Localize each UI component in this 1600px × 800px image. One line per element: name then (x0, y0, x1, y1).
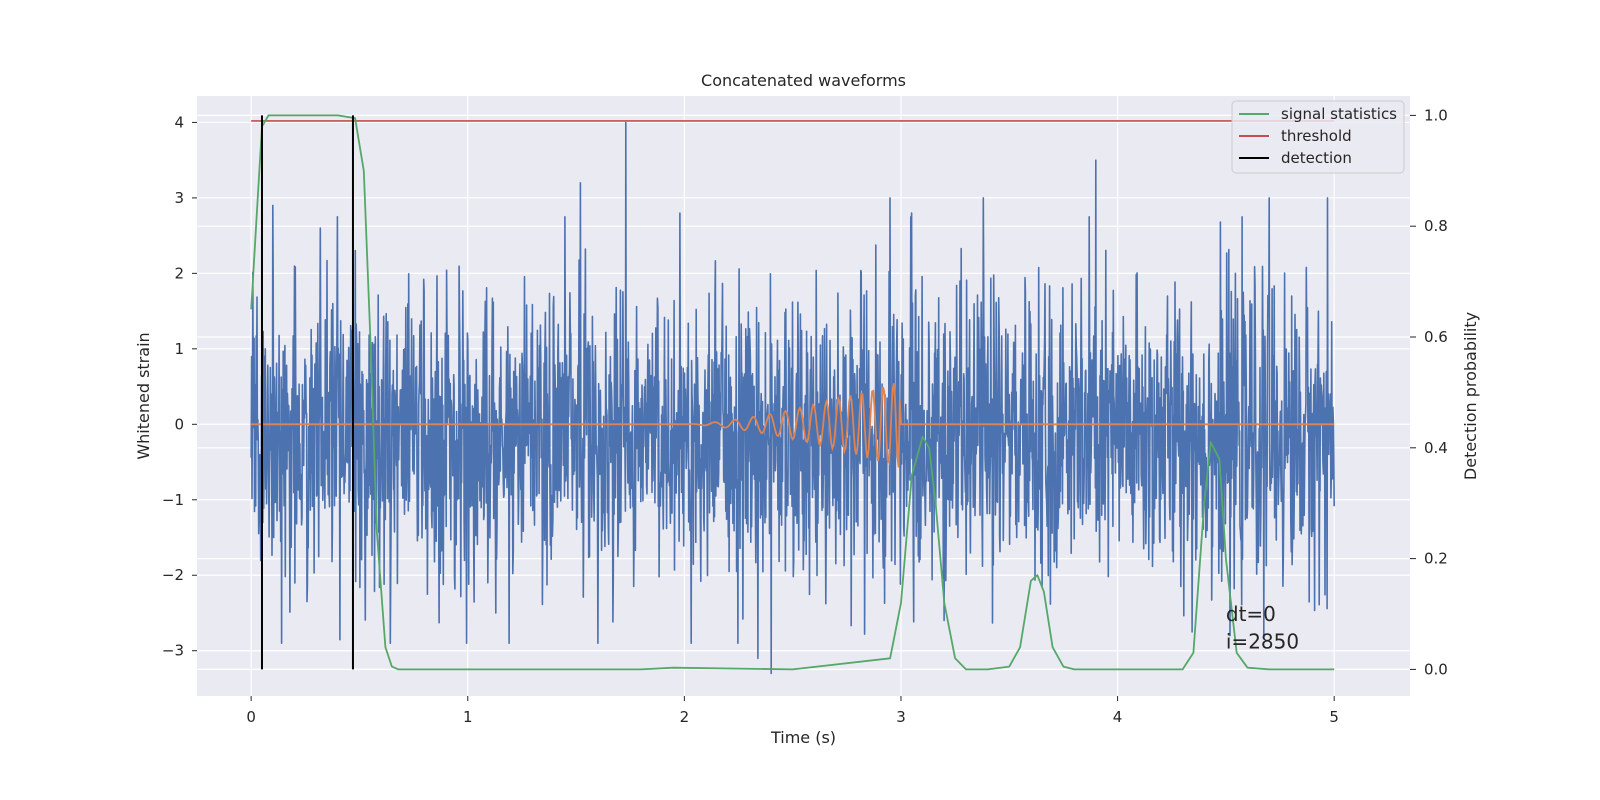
y-axis-label: Whitened strain (134, 332, 153, 459)
series-line-strain (250, 121, 1335, 675)
legend: signal statistics threshold detection (1231, 100, 1405, 174)
y-axis-right-label: Detection probability (1461, 312, 1480, 480)
x-tick-label: 5 (1329, 708, 1339, 726)
x-tick-label: 1 (463, 708, 473, 726)
y-tick-label: 0 (174, 415, 184, 433)
plot-area-background (197, 96, 1410, 696)
series-line-waveform (251, 383, 1335, 468)
y-right-tick-label: 0.6 (1424, 328, 1448, 346)
legend-label-signal-statistics: signal statistics (1281, 105, 1397, 123)
x-tick-label: 3 (896, 708, 906, 726)
x-axis-label: Time (s) (770, 728, 836, 747)
axes-layer: 0 1 2 3 4 5 −3 −2 −1 0 1 2 3 4 0.0 0.2 0.4 0.6 0.8 1.0 (162, 106, 1448, 726)
y-tick-label: 4 (174, 113, 184, 131)
y-right-tick-label: 1.0 (1424, 106, 1448, 124)
series-layer (250, 114, 1335, 675)
y-right-tick-label: 0.2 (1424, 550, 1448, 568)
y-right-tick-label: 0.8 (1424, 217, 1448, 235)
y-tick-label: 1 (174, 340, 184, 358)
x-tick-label: 4 (1113, 708, 1123, 726)
x-tick-label: 0 (246, 708, 256, 726)
y-tick-label: −2 (162, 566, 184, 584)
y-tick-label: −1 (162, 491, 184, 509)
y-tick-label: 2 (174, 264, 184, 282)
chart-title: Concatenated waveforms (701, 71, 906, 90)
y-tick-label: 3 (174, 189, 184, 207)
annotation-index: i=2850 (1226, 630, 1299, 654)
legend-label-detection: detection (1281, 149, 1352, 167)
y-right-tick-label: 0.0 (1424, 660, 1448, 678)
x-tick-label: 2 (680, 708, 690, 726)
legend-box (1231, 100, 1405, 174)
series-line-signal-statistics (250, 114, 1335, 671)
annotation-dt: dt=0 (1226, 602, 1276, 626)
y-right-tick-label: 0.4 (1424, 439, 1448, 457)
legend-label-threshold: threshold (1281, 127, 1352, 145)
y-tick-label: −3 (162, 642, 184, 660)
